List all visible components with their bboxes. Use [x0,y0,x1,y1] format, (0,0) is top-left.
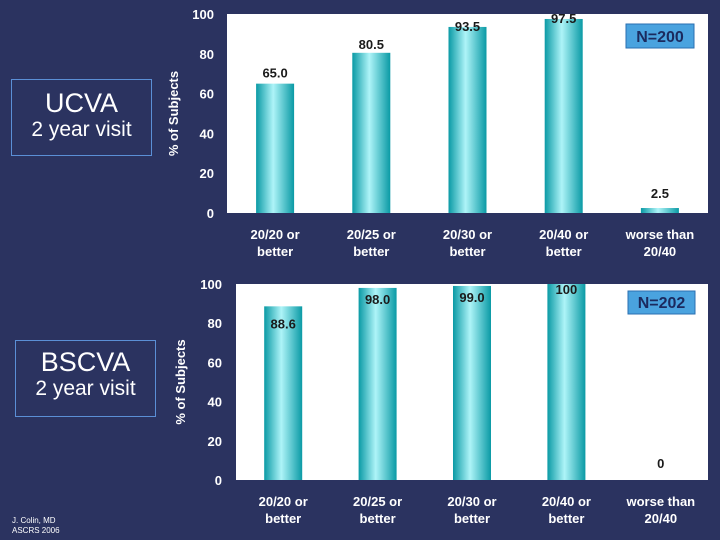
y-tick-label: 40 [200,126,214,141]
y-axis-label: % of Subjects [166,71,181,156]
data-label: 99.0 [459,290,484,305]
x-tick-label: better [265,511,301,526]
bscva-subtitle: 2 year visit [35,377,136,400]
credit-line-2: ASCRS 2006 [12,526,60,535]
data-label: 0 [657,456,664,471]
data-label: 88.6 [271,316,296,331]
y-tick-label: 80 [208,316,222,331]
x-tick-label: worse than [625,227,695,242]
y-axis-label: % of Subjects [173,339,188,424]
bar [264,306,303,480]
data-label: 93.5 [455,19,480,34]
n-annotation-box [625,23,695,49]
x-tick-label: better [360,511,396,526]
x-tick-label: 20/30 or [443,227,492,242]
y-tick-label: 80 [200,47,214,62]
bar [453,285,491,480]
bar [352,52,391,214]
y-tick-label: 60 [208,355,222,370]
data-label: 97.5 [551,11,576,26]
x-tick-label: better [449,244,485,259]
x-tick-label: worse than [625,494,695,509]
x-tick-label: better [353,244,389,259]
bar [544,18,583,213]
x-tick-label: better [454,511,490,526]
ucva-subtitle: 2 year visit [31,118,132,141]
ucva-label-box: UCVA 2 year visit [11,79,152,156]
credit-line-1: J. Colin, MD [12,516,56,525]
x-tick-label: 20/20 or [259,494,308,509]
x-tick-label: 20/40 [645,511,678,526]
bar [448,26,487,214]
x-tick-label: 20/40 or [542,494,591,509]
data-label: 100 [556,282,578,297]
y-tick-label: 60 [200,87,214,102]
credit: J. Colin, MD ASCRS 2006 [12,516,60,536]
x-tick-label: 20/25 or [347,227,396,242]
bar [547,284,586,480]
data-label: 65.0 [262,66,287,81]
bscva-chart: 0 20 40 60 80 100 % of Subjects 88.6 20/20 or bet… [173,277,708,526]
y-tick-label: 0 [215,473,222,488]
bscva-label-box: BSCVA 2 year visit [15,340,156,417]
x-tick-label: 20/40 or [539,227,588,242]
data-label: 80.5 [359,37,384,52]
ucva-chart: 0 20 40 60 80 100 % of Subjects 65.0 20/20 or bet… [166,7,708,259]
y-tick-label: 20 [208,434,222,449]
bscva-title: BSCVA [40,347,131,377]
n-annotation-box [627,290,696,315]
x-tick-label: 20/40 [644,244,677,259]
x-tick-label: better [548,511,584,526]
bar [640,208,679,213]
x-tick-label: better [546,244,582,259]
x-tick-label: 20/25 or [353,494,402,509]
bar [256,83,295,214]
data-label: 98.0 [365,292,390,307]
x-tick-label: 20/30 or [447,494,496,509]
y-tick-label: 40 [208,395,222,410]
x-tick-label: 20/20 or [251,227,300,242]
y-tick-label: 100 [192,7,214,22]
y-tick-label: 20 [200,166,214,181]
y-tick-label: 0 [207,206,214,221]
n-annotation: N=200 [636,29,684,46]
bar [358,287,397,480]
ucva-title: UCVA [44,88,118,118]
n-annotation: N=202 [638,295,686,312]
x-tick-label: better [257,244,293,259]
data-label: 2.5 [651,186,669,201]
y-tick-label: 100 [200,277,222,292]
